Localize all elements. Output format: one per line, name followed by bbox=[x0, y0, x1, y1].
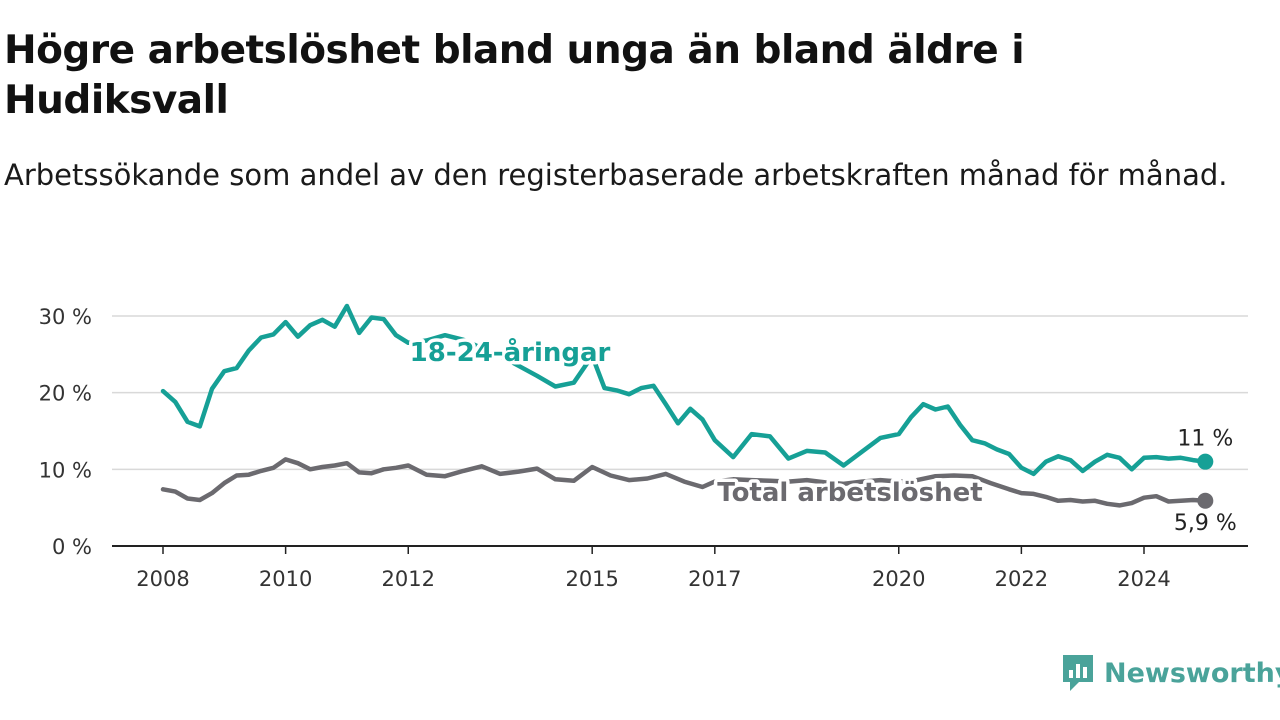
gridlines bbox=[112, 315, 1248, 471]
y-tick-label: 30 % bbox=[39, 305, 92, 329]
brand-name: Newsworthy bbox=[1104, 657, 1280, 689]
series-end-dot-2 bbox=[1197, 492, 1214, 509]
series-line-2 bbox=[160, 457, 1208, 508]
chart-subtitle: Arbetssökande som andel av den registerb… bbox=[4, 158, 1228, 192]
x-tick-label: 2010 bbox=[259, 567, 312, 591]
chart-title: Högre arbetslöshet bland unga än bland ä… bbox=[4, 28, 1025, 123]
series-end-dot-1 bbox=[1197, 453, 1214, 470]
series-labels: 11 % 5,9 % 18-24-åringar Total arbetslöshet bbox=[406, 333, 1237, 536]
series-lines bbox=[160, 303, 1214, 509]
series-name-label-1: 18-24-åringar bbox=[410, 336, 611, 368]
x-axis-ticks: 2008 2010 2012 2015 2017 2020 2022 2024 bbox=[136, 546, 1171, 591]
end-value-label-1: 11 % bbox=[1177, 427, 1233, 452]
x-tick-label: 2017 bbox=[688, 567, 741, 591]
series-name-label-2: Total arbetslöshet bbox=[717, 478, 982, 508]
y-axis-ticks: 0 % 10 % 20 % 30 % bbox=[39, 305, 92, 559]
y-tick-label: 0 % bbox=[52, 535, 92, 559]
end-value-label-2: 5,9 % bbox=[1174, 511, 1237, 536]
y-tick-label: 20 % bbox=[39, 382, 92, 406]
x-tick-label: 2024 bbox=[1117, 567, 1170, 591]
newsworthy-logo-icon bbox=[1063, 655, 1093, 691]
x-tick-label: 2022 bbox=[995, 567, 1048, 591]
series-line-1 bbox=[160, 303, 1208, 477]
x-tick-label: 2015 bbox=[565, 567, 618, 591]
x-tick-label: 2012 bbox=[382, 567, 435, 591]
x-tick-label: 2020 bbox=[872, 567, 925, 591]
x-tick-label: 2008 bbox=[136, 567, 189, 591]
newsworthy-brand: Newsworthy bbox=[1060, 652, 1280, 694]
y-tick-label: 10 % bbox=[39, 458, 92, 482]
